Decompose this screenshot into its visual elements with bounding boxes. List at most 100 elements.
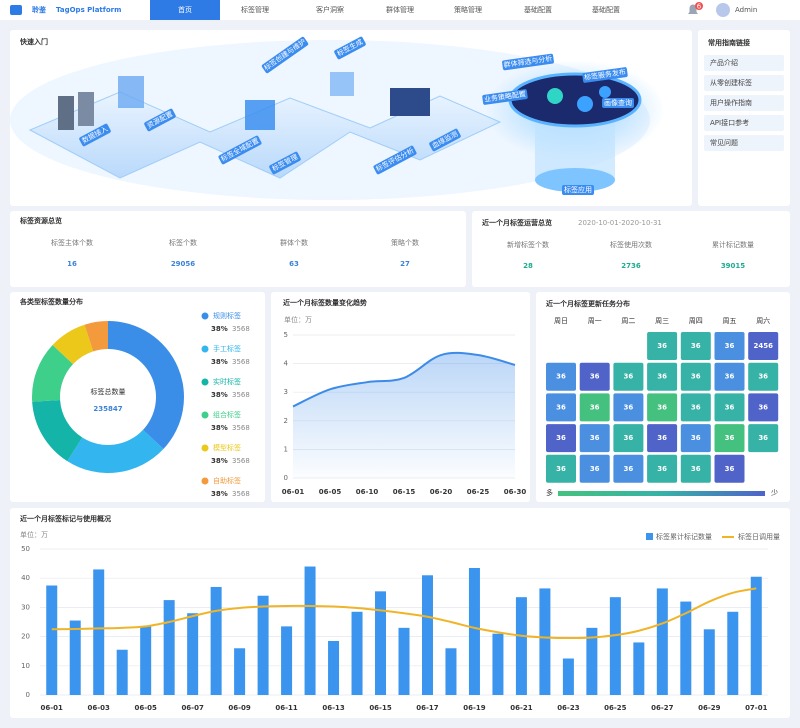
donut-segment [52,324,94,365]
bar [515,597,527,695]
heat-value: 36 [590,465,600,473]
nav-item[interactable]: 基础配置 [592,5,620,14]
bar [140,626,152,695]
x-tick-label: 06-20 [430,488,453,496]
bar [586,627,598,695]
heat-cell [748,332,779,360]
line [292,351,516,408]
heat-cell [647,332,678,360]
nav-item[interactable]: 首页 [178,5,192,14]
user-name[interactable]: Admin [735,6,757,14]
heat-value: 36 [657,465,667,473]
panel-title: 近一个月标签标记与使用概况 [20,514,111,523]
legend-percent: 38% [211,358,228,366]
label-tag [269,151,301,175]
heat-value: 36 [691,373,701,381]
legend-label: 手工标签 [213,344,241,353]
platform-name: TagOps Platform [56,6,121,14]
badge-count: 6 [697,3,702,11]
bar [281,626,293,695]
heat-cell [714,362,745,391]
line [51,587,757,640]
weekday-label: 周三 [655,317,669,325]
weekday-label: 周五 [723,317,737,325]
heat-cell [579,362,610,391]
y-tick-label: 5 [284,331,288,339]
heat-cell [546,424,576,453]
stat-value: 63 [289,260,299,268]
link-item[interactable] [704,75,784,91]
nav-item[interactable]: 基础配置 [524,5,552,14]
panel [10,211,466,287]
legend-label: 标签累计标记数量 [656,532,712,541]
y-tick-label: 30 [21,603,30,611]
y-tick-label: 0 [26,691,30,699]
legend-dot [201,345,209,353]
heat-value: 36 [657,342,667,350]
bar [210,586,222,695]
link-text[interactable]: 常见问题 [710,138,738,147]
heat-cell [647,424,678,453]
x-tick-label: 06-19 [463,704,486,712]
nav-item[interactable]: 群体管理 [386,5,414,14]
heat-cell [714,454,745,483]
link-item[interactable] [704,55,784,71]
heat-value: 36 [691,465,701,473]
x-tick-label: 06-23 [557,704,580,712]
logo-icon [10,5,22,15]
bar [468,567,480,695]
bar [633,642,645,695]
stat-value: 28 [523,262,533,270]
heat-value: 36 [556,373,566,381]
link-item[interactable] [704,115,784,131]
heat-cell [613,424,644,453]
stat-label: 策略个数 [391,238,419,247]
legend-swatch [646,533,653,540]
heat-cell [680,424,711,453]
y-tick-label: 10 [21,662,30,670]
y-tick-label: 50 [21,545,30,553]
heat-value: 36 [691,434,701,442]
y-tick-label: 4 [284,360,289,368]
label-tag [482,89,528,105]
link-text[interactable]: 从零创建标签 [710,78,752,87]
label-tag [502,53,554,71]
screen [118,76,144,108]
panel-title: 各类型标签数量分布 [19,297,83,306]
heat-value: 36 [657,434,667,442]
panel-title: 近一个月标签更新任务分布 [546,299,630,308]
bar [116,649,128,695]
link-text[interactable]: API接口参考 [710,118,749,127]
nav-item[interactable]: 标签管理 [241,5,269,14]
nav-item[interactable]: 策略管理 [454,5,482,14]
heat-value: 36 [590,403,600,411]
x-tick-label: 06-13 [322,704,345,712]
x-tick-label: 06-09 [228,704,251,712]
heat-value: 36 [725,434,735,442]
bar [304,566,316,695]
donut-center-label: 标签总数量 [91,387,126,396]
link-text[interactable]: 产品介绍 [710,58,738,67]
link-item[interactable] [704,135,784,151]
stat-label: 标签主体个数 [51,238,93,247]
heat-value: 36 [725,373,735,381]
x-tick-label: 07-01 [745,704,768,712]
link-item[interactable] [704,95,784,111]
heat-cell [613,362,644,391]
y-tick-label: 2 [284,417,288,425]
bar [375,591,387,695]
label-tag [582,67,628,83]
legend-count: 3568 [232,391,250,399]
nav-item[interactable]: 客户洞察 [316,5,344,14]
link-text[interactable]: 用户操作指南 [710,98,752,107]
y-tick-label: 3 [284,388,288,396]
heat-value: 36 [758,403,768,411]
heat-value: 36 [624,434,634,442]
donut-segment [32,344,74,402]
panel-title: 标签资源总览 [19,216,62,225]
legend-dot [201,411,209,419]
y-tick-label: 20 [21,633,30,641]
label-tag [429,128,461,152]
heat-value: 36 [590,434,600,442]
